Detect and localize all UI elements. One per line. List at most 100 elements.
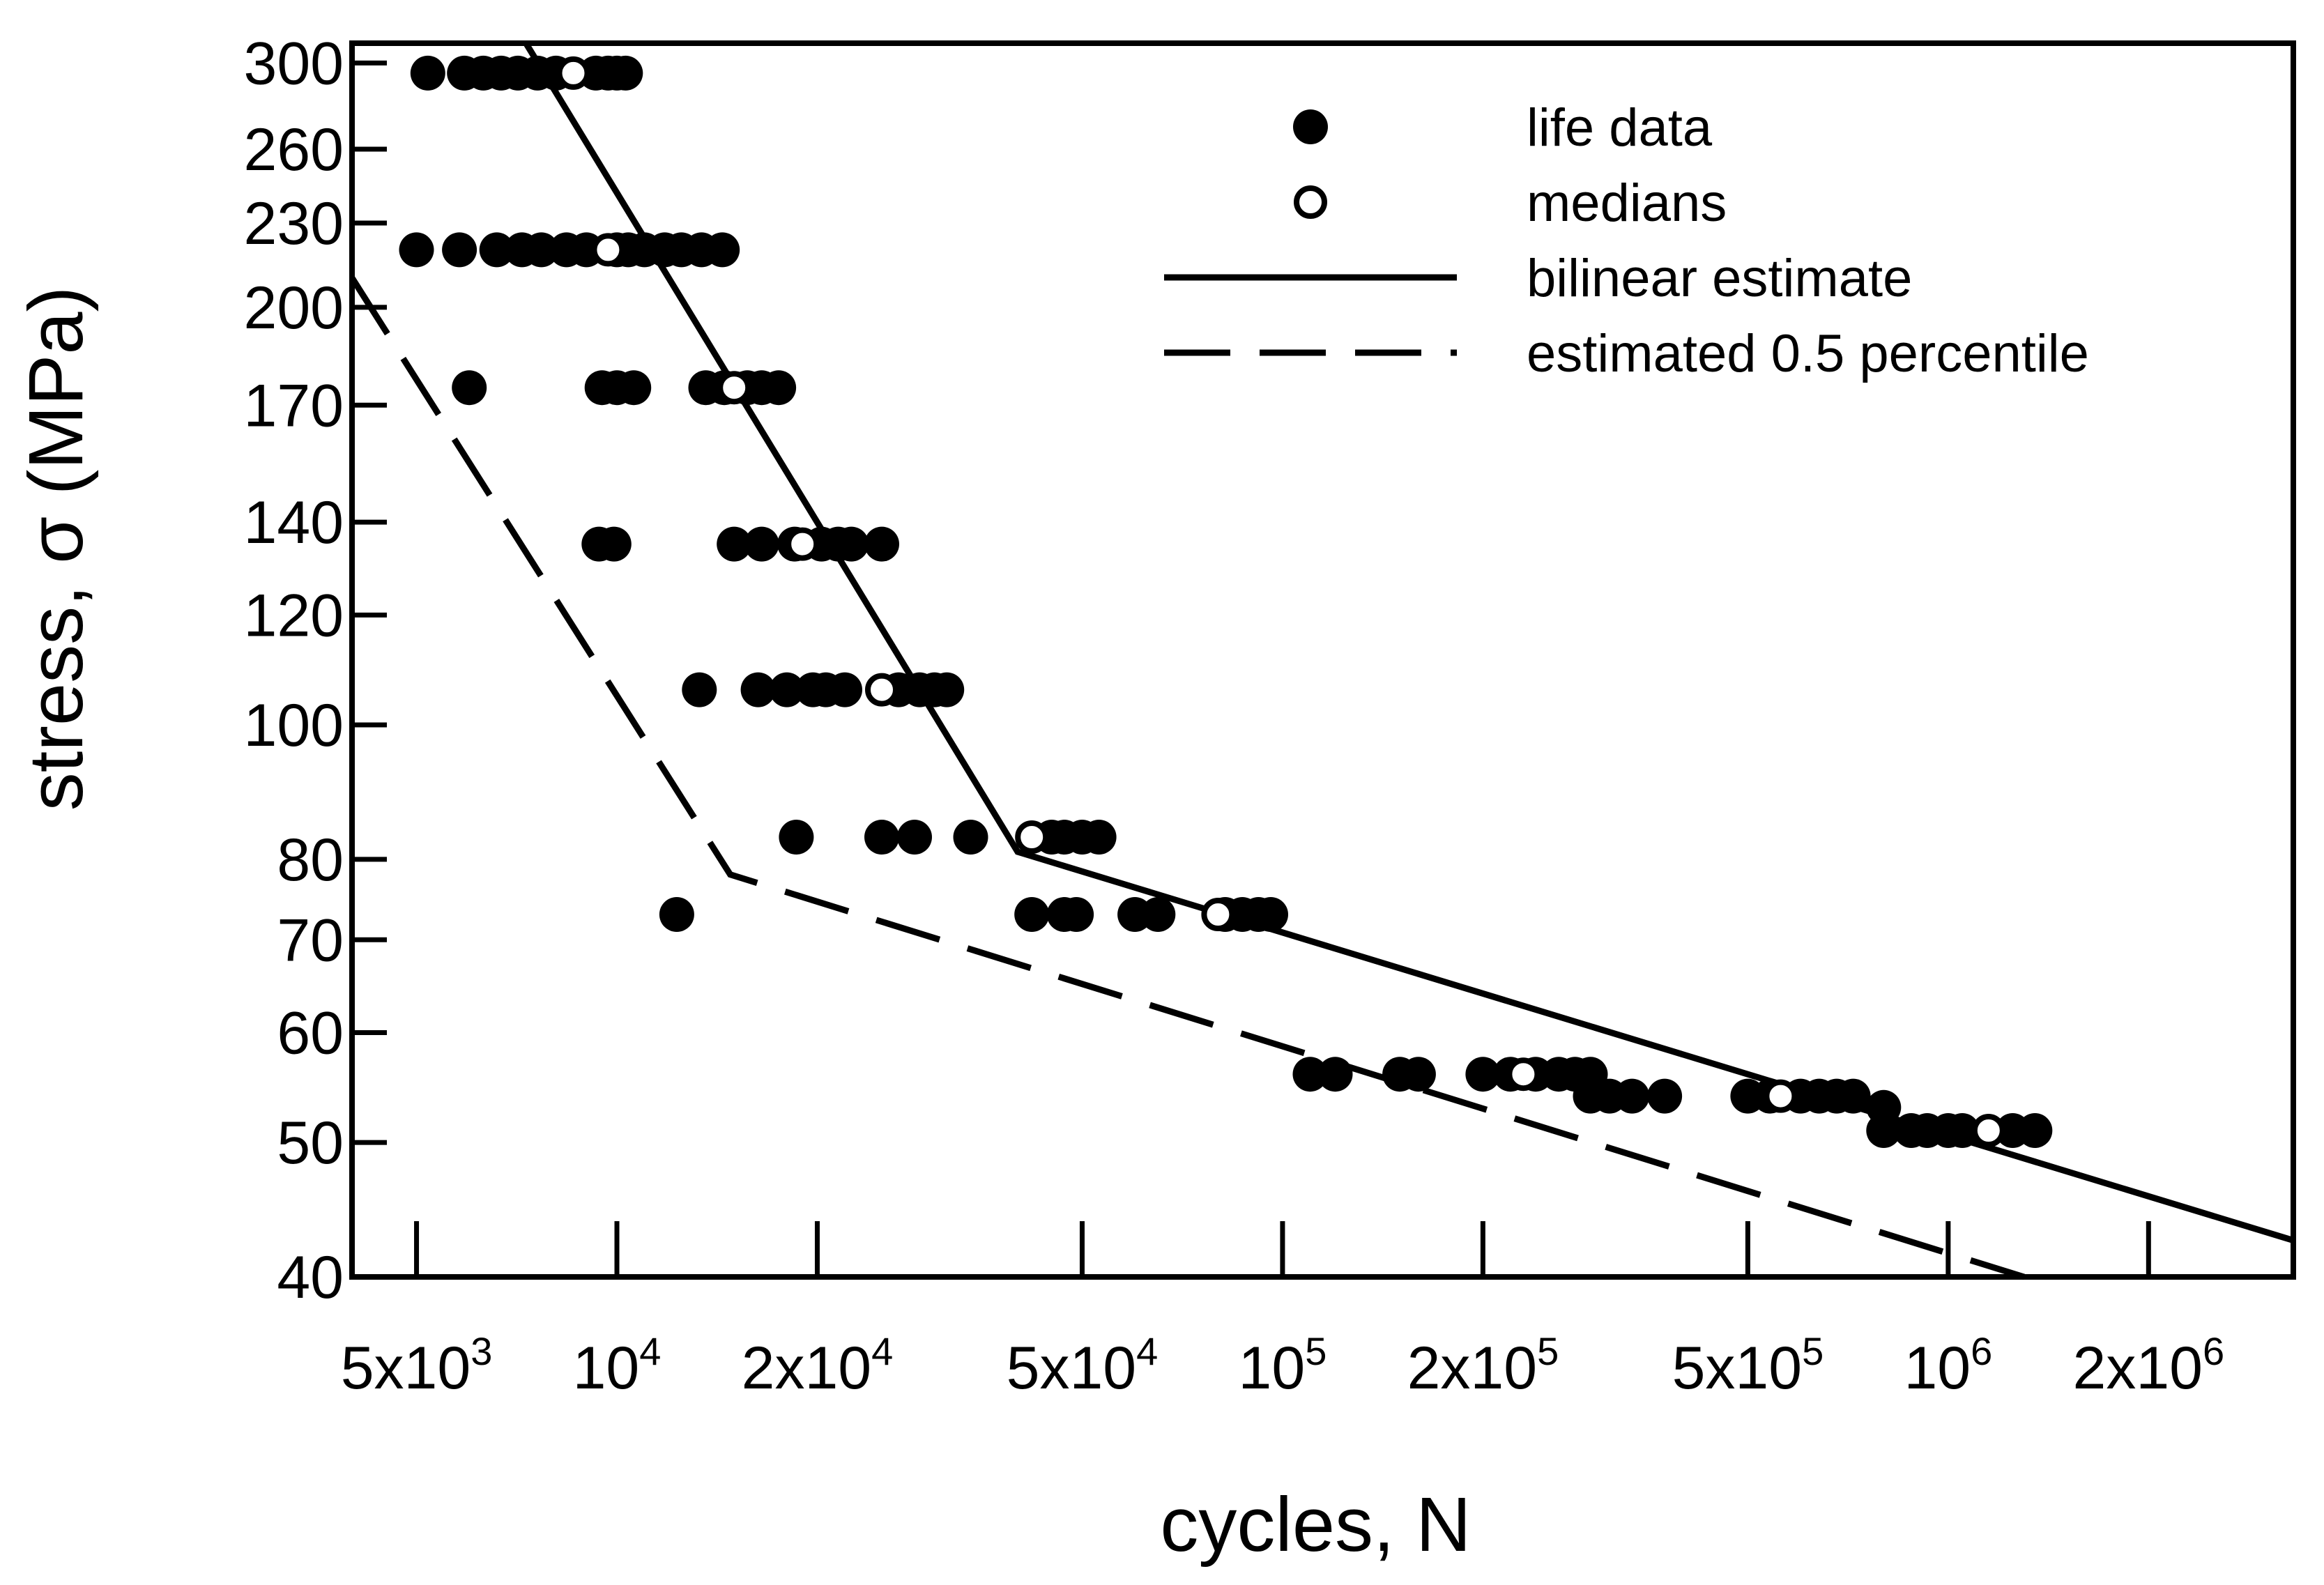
life-data-point bbox=[410, 55, 445, 91]
life-data-point bbox=[616, 370, 652, 406]
life-data-point bbox=[399, 232, 434, 268]
life-data-point bbox=[442, 232, 477, 268]
x-tick-base: 2x10 bbox=[1407, 1335, 1538, 1402]
y-tick-label: 70 bbox=[277, 907, 344, 974]
legend-item: bilinear estimate bbox=[1164, 249, 1912, 308]
y-tick-label: 100 bbox=[244, 692, 344, 759]
life-data-point bbox=[1059, 897, 1094, 932]
y-axis-tick-marks bbox=[352, 60, 387, 1280]
x-tick-base: 2x10 bbox=[742, 1335, 872, 1402]
life-data-point bbox=[1253, 897, 1288, 932]
x-tick-exponent: 5 bbox=[1305, 1329, 1327, 1373]
x-tick-exponent: 4 bbox=[1136, 1329, 1158, 1373]
median-point bbox=[1764, 1079, 1798, 1113]
life-data-point bbox=[1866, 1113, 1902, 1148]
y-axis-title: stress, σ (MPa) bbox=[13, 286, 99, 811]
y-tick-label: 120 bbox=[244, 582, 344, 649]
legend-label: medians bbox=[1527, 174, 1727, 233]
life-data-point bbox=[705, 232, 740, 268]
life-data-point bbox=[1140, 897, 1176, 932]
x-tick-label: 2x106 bbox=[2072, 1329, 2224, 1402]
y-tick-label: 200 bbox=[244, 275, 344, 342]
x-axis-title: cycles, N bbox=[1160, 1482, 1471, 1568]
life-data-point bbox=[834, 526, 869, 562]
x-tick-label: 2x104 bbox=[742, 1329, 894, 1402]
life-data-point bbox=[827, 672, 862, 707]
x-tick-label: 104 bbox=[573, 1329, 662, 1402]
y-tick-label: 60 bbox=[277, 1000, 344, 1067]
legend-item: medians bbox=[1294, 174, 1727, 233]
x-tick-exponent: 5 bbox=[1802, 1329, 1824, 1373]
percentile-estimate-line bbox=[349, 276, 2026, 1280]
median-point bbox=[1201, 898, 1235, 931]
life-data-point bbox=[1465, 1057, 1501, 1092]
legend-label: bilinear estimate bbox=[1527, 249, 1912, 308]
life-data-point bbox=[1317, 1057, 1353, 1092]
legend-open-marker bbox=[1294, 185, 1327, 219]
life-data-point bbox=[779, 820, 814, 855]
x-tick-base: 10 bbox=[1904, 1335, 1971, 1402]
y-tick-label: 50 bbox=[277, 1110, 344, 1177]
x-tick-label: 105 bbox=[1239, 1329, 1327, 1402]
life-data-point bbox=[744, 526, 779, 562]
x-tick-label: 5x104 bbox=[1007, 1329, 1159, 1402]
x-tick-exponent: 4 bbox=[871, 1329, 893, 1373]
life-data-point bbox=[953, 820, 988, 855]
life-data-point bbox=[1081, 820, 1117, 855]
x-tick-exponent: 6 bbox=[1971, 1329, 1992, 1373]
life-data-point bbox=[1945, 1113, 1980, 1148]
x-tick-label: 5x103 bbox=[341, 1329, 493, 1402]
life-data-point bbox=[479, 232, 514, 268]
x-tick-exponent: 4 bbox=[639, 1329, 661, 1373]
life-data-point bbox=[2017, 1113, 2053, 1148]
life-data-point bbox=[1614, 1078, 1650, 1114]
y-axis-tick-labels: 40 50 60 70 80 100 120 140 170 200 230 260 300 bbox=[244, 30, 344, 1311]
x-tick-base: 10 bbox=[573, 1335, 640, 1402]
life-data-point bbox=[897, 820, 932, 855]
legend: life data medians bilinear estimate estimat… bbox=[1164, 98, 2089, 383]
life-data-point bbox=[452, 370, 487, 406]
life-data-point bbox=[740, 672, 776, 707]
x-tick-base: 2x10 bbox=[2072, 1335, 2203, 1402]
x-tick-base: 5x10 bbox=[341, 1335, 471, 1402]
y-tick-label: 170 bbox=[244, 372, 344, 439]
legend-filled-marker bbox=[1293, 109, 1328, 144]
life-data-point bbox=[1292, 1057, 1328, 1092]
legend-label: life data bbox=[1527, 98, 1713, 158]
median-point bbox=[786, 527, 820, 561]
life-data-point bbox=[659, 897, 694, 932]
plot-frame bbox=[349, 40, 2296, 1280]
x-axis-tick-labels: 5x103 104 2x104 5x104 105 2x105 5x105 106 2x106 bbox=[341, 1329, 2224, 1402]
median-point bbox=[1971, 1114, 2005, 1147]
series-lines bbox=[349, 41, 2295, 1280]
x-tick-base: 5x10 bbox=[1007, 1335, 1137, 1402]
life-data-point bbox=[864, 526, 899, 562]
x-tick-exponent: 3 bbox=[471, 1329, 492, 1373]
median-point bbox=[591, 233, 625, 267]
life-data-point bbox=[1400, 1057, 1436, 1092]
y-tick-label: 230 bbox=[244, 190, 344, 257]
x-tick-base: 10 bbox=[1239, 1335, 1306, 1402]
y-tick-label: 40 bbox=[277, 1244, 344, 1311]
legend-item: life data bbox=[1293, 98, 1713, 158]
life-data-point bbox=[929, 672, 965, 707]
life-data-point bbox=[1014, 897, 1050, 932]
median-point bbox=[556, 56, 590, 90]
y-tick-label: 80 bbox=[277, 827, 344, 894]
x-tick-exponent: 6 bbox=[2203, 1329, 2224, 1373]
life-data-point bbox=[1835, 1078, 1871, 1114]
y-tick-label: 300 bbox=[244, 30, 344, 97]
life-data-point bbox=[761, 370, 797, 406]
life-data-point bbox=[1647, 1078, 1683, 1114]
y-tick-label: 260 bbox=[244, 116, 344, 183]
x-tick-label: 5x105 bbox=[1672, 1329, 1824, 1402]
median-point bbox=[865, 673, 899, 707]
life-data-point bbox=[596, 526, 632, 562]
x-tick-exponent: 5 bbox=[1537, 1329, 1559, 1373]
y-tick-label: 140 bbox=[244, 489, 344, 556]
life-data-point bbox=[864, 820, 899, 855]
x-axis-tick-marks bbox=[414, 1221, 2151, 1277]
life-data-point bbox=[717, 526, 752, 562]
life-data-point bbox=[769, 672, 804, 707]
median-point bbox=[1506, 1057, 1541, 1092]
